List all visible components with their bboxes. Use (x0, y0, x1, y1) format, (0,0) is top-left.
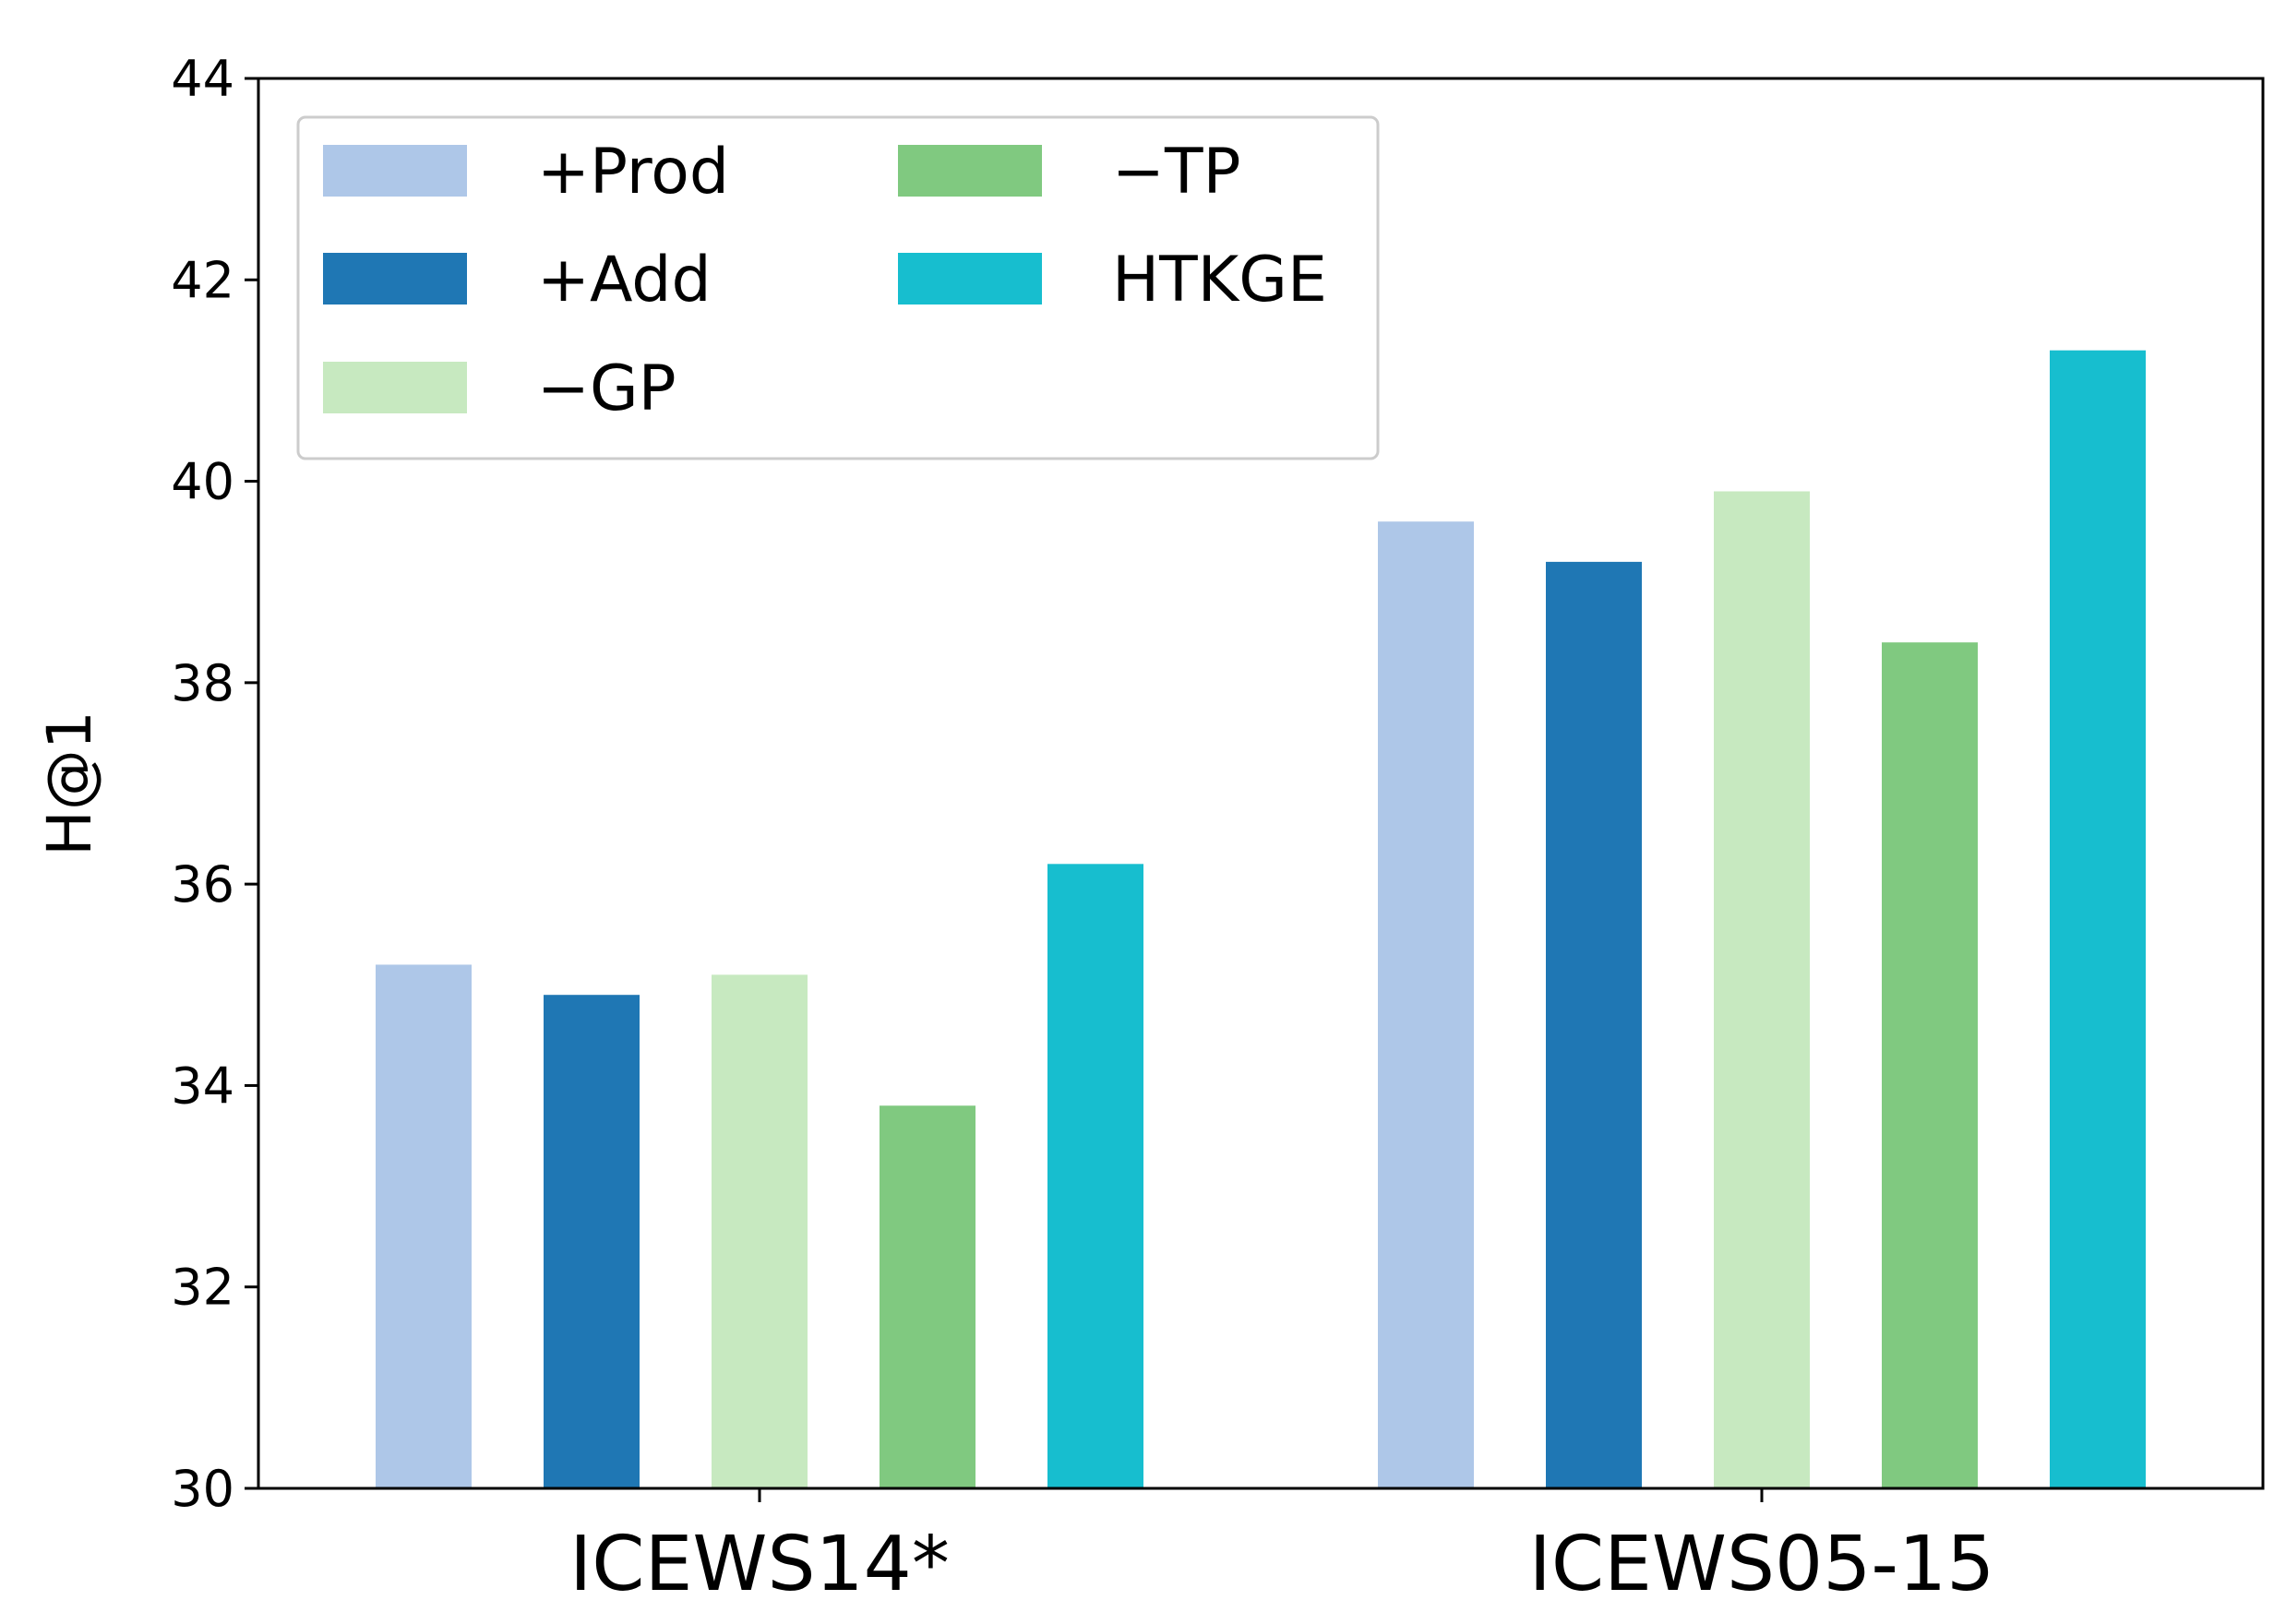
legend-label: +Prod (537, 136, 729, 209)
legend-swatch (323, 145, 467, 197)
legend-swatch (323, 362, 467, 413)
bar-add-2 (1546, 561, 1642, 1488)
bar-prod-1 (376, 964, 472, 1488)
y-tick-label: 30 (171, 1460, 234, 1518)
legend-label: HTKGE (1112, 244, 1327, 316)
y-tick-label: 42 (171, 251, 234, 309)
legend: +Prod +Add −GP −TP HTKGE (296, 115, 1380, 460)
bar-prod-2 (1378, 521, 1474, 1489)
plot-frame (257, 77, 2265, 1490)
bar-gp-1 (712, 974, 808, 1488)
y-tick-label: 34 (171, 1057, 234, 1115)
bar-htkge-2 (2050, 350, 2146, 1489)
x-category-label: ICEWS14* (569, 1521, 950, 1608)
legend-box (296, 115, 1380, 460)
bar-htkge-1 (1047, 864, 1143, 1488)
bar-tp-1 (880, 1105, 975, 1488)
legend-swatch (323, 253, 467, 304)
x-category-label: ICEWS05-15 (1529, 1521, 1995, 1608)
bar-tp-2 (1882, 642, 1978, 1488)
legend-label: −TP (1112, 136, 1241, 209)
legend-swatch (898, 145, 1042, 197)
legend-label: −GP (537, 352, 676, 425)
y-tick-label: 40 (171, 453, 234, 511)
y-tick-label: 36 (171, 855, 234, 914)
x-axis: ICEWS14* ICEWS05-15 (569, 1488, 1994, 1608)
bar-gp-2 (1714, 491, 1810, 1488)
y-tick-label: 32 (171, 1259, 234, 1317)
y-tick-label: 38 (171, 654, 234, 712)
y-axis-title: H@1 (34, 710, 105, 856)
legend-label: +Add (537, 244, 712, 316)
y-tick-label: 44 (171, 50, 234, 108)
bar-group (376, 350, 2146, 1489)
bar-add-1 (544, 995, 640, 1488)
legend-swatch (898, 253, 1042, 304)
y-axis: 30 32 34 36 38 40 42 44 (171, 50, 258, 1518)
